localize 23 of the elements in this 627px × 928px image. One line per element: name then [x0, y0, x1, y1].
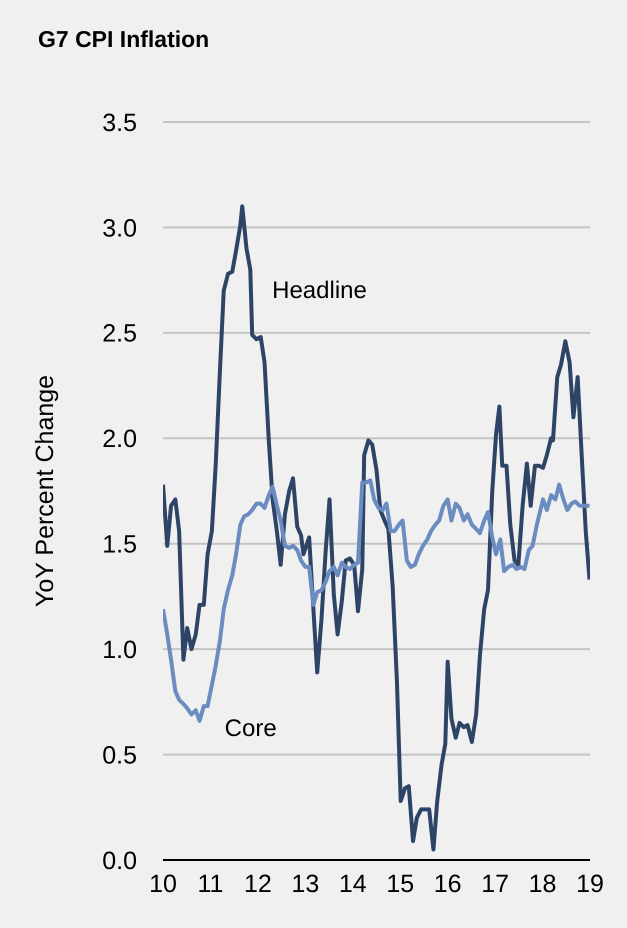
x-tick-label: 16: [434, 870, 462, 898]
chart-title: G7 CPI Inflation: [38, 26, 210, 53]
y-tick-label: 1.0: [102, 636, 137, 664]
x-tick-label: 18: [528, 870, 556, 898]
y-tick-label: 0.0: [102, 846, 137, 875]
y-tick-label: 0.5: [102, 741, 137, 770]
x-tick-label: 15: [386, 870, 414, 898]
line-series: [163, 204, 590, 852]
x-tick-label: 14: [338, 870, 367, 898]
series-label: Headline: [272, 276, 367, 305]
y-tick-label: 3.5: [102, 108, 137, 137]
y-tick-label: 3.0: [102, 214, 137, 242]
x-tick-label: 19: [576, 870, 604, 898]
y-tick-label: 1.5: [102, 530, 137, 559]
series-label: Core: [224, 715, 277, 744]
y-tick-label: 2.5: [102, 320, 137, 348]
x-tick-label: 11: [197, 870, 224, 898]
y-axis-title: YoY Percent Change: [30, 374, 59, 608]
y-tick-label: 2.0: [102, 425, 137, 454]
x-tick-label: 17: [481, 870, 510, 898]
x-tick-label: 12: [244, 870, 272, 898]
x-tick-label: 13: [291, 870, 320, 898]
x-tick-label: 10: [149, 870, 177, 898]
